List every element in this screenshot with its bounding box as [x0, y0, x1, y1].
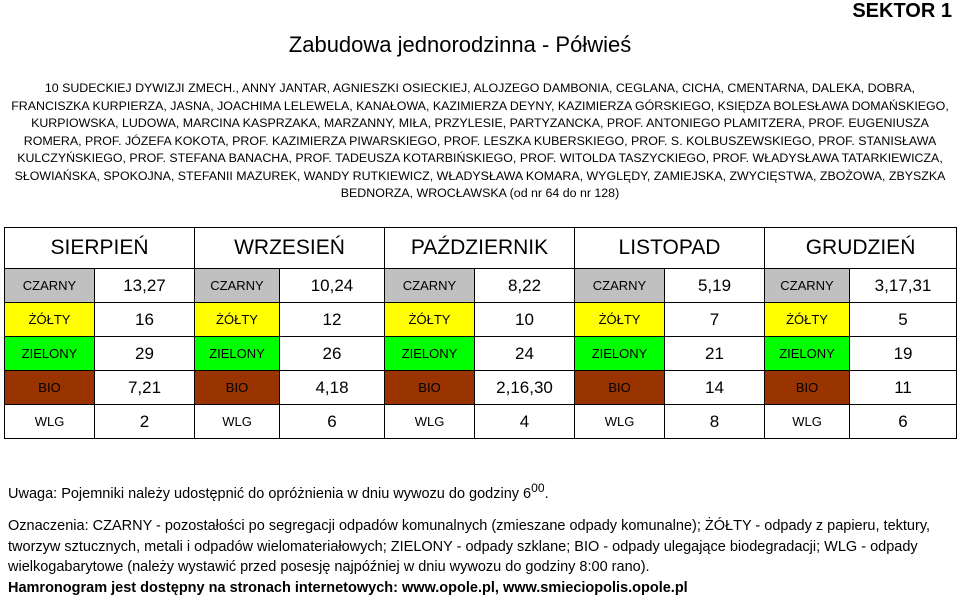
waste-type-label: WLG — [384, 404, 475, 439]
waste-type-label: ŻÓŁTY — [384, 302, 475, 337]
pickup-dates: 7,21 — [94, 370, 195, 405]
waste-type-label: CZARNY — [194, 268, 280, 303]
pickup-dates: 21 — [664, 336, 766, 371]
waste-type-label: WLG — [4, 404, 95, 439]
waste-type-label: ŻÓŁTY — [4, 302, 95, 337]
waste-type-label: BIO — [764, 370, 851, 405]
table-row: WLG 2 WLG 6 WLG 4 WLG 8 WLG 6 — [4, 404, 958, 439]
waste-type-label: WLG — [764, 404, 851, 439]
table-row: CZARNY 13,27 CZARNY 10,24 CZARNY 8,22 CZ… — [4, 268, 958, 303]
waste-type-label: ŻÓŁTY — [574, 302, 666, 337]
pickup-dates: 11 — [849, 370, 958, 405]
pickup-dates: 10 — [473, 302, 576, 337]
waste-type-label: WLG — [574, 404, 666, 439]
streets-list: 10 SUDECKIEJ DYWIZJI ZMECH., ANNY JANTAR… — [11, 81, 949, 200]
uwaga-end: . — [544, 485, 549, 502]
pickup-dates: 12 — [279, 302, 385, 337]
pickup-dates: 7 — [664, 302, 766, 337]
month-header: GRUDZIEŃ — [764, 227, 958, 269]
sector-label: SEKTOR 1 — [852, 0, 952, 22]
waste-type-label: CZARNY — [4, 268, 95, 303]
uwaga-note: Uwaga: Pojemniki należy udostępnić do op… — [8, 478, 948, 504]
page-title: Zabudowa jednorodzinna - Półwieś — [288, 32, 632, 57]
waste-type-label: ŻÓŁTY — [764, 302, 851, 337]
pickup-dates: 16 — [94, 302, 195, 337]
waste-type-label: CZARNY — [764, 268, 851, 303]
month-header: PAŹDZIERNIK — [383, 227, 576, 269]
pickup-dates: 10,24 — [279, 268, 385, 303]
month-header: SIERPIEŃ — [4, 227, 195, 269]
pickup-dates: 8,22 — [473, 268, 576, 303]
waste-type-label: BIO — [4, 370, 95, 405]
pickup-dates: 3,17,31 — [849, 268, 958, 303]
waste-type-label: ZIELONY — [764, 336, 851, 371]
month-header: LISTOPAD — [574, 227, 766, 269]
waste-type-label: ZIELONY — [4, 336, 95, 371]
pickup-dates: 13,27 — [94, 268, 195, 303]
pickup-dates: 24 — [473, 336, 576, 371]
notes-section: Uwaga: Pojemniki należy udostępnić do op… — [8, 478, 948, 598]
month-header-row: SIERPIEŃ WRZESIEŃ PAŹDZIERNIK LISTOPAD G… — [4, 227, 958, 269]
pickup-dates: 2,16,30 — [473, 370, 576, 405]
table-row: ŻÓŁTY 16 ŻÓŁTY 12 ŻÓŁTY 10 ŻÓŁTY 7 ŻÓŁTY… — [4, 302, 958, 337]
waste-type-label: ŻÓŁTY — [194, 302, 280, 337]
waste-type-label: WLG — [194, 404, 280, 439]
waste-type-label: CZARNY — [384, 268, 475, 303]
uwaga-superscript: 00 — [531, 481, 545, 495]
waste-type-label: ZIELONY — [194, 336, 280, 371]
month-header: WRZESIEŃ — [194, 227, 385, 269]
uwaga-text: Uwaga: Pojemniki należy udostępnić do op… — [8, 485, 532, 502]
pickup-dates: 29 — [94, 336, 195, 371]
footer-note: Hamronogram jest dostępny na stronach in… — [8, 579, 688, 596]
pickup-dates: 4 — [473, 404, 576, 439]
waste-type-label: ZIELONY — [574, 336, 666, 371]
pickup-dates: 19 — [849, 336, 958, 371]
pickup-dates: 6 — [279, 404, 385, 439]
pickup-dates: 4,18 — [279, 370, 385, 405]
schedule-table: SIERPIEŃ WRZESIEŃ PAŹDZIERNIK LISTOPAD G… — [4, 227, 958, 439]
waste-type-label: BIO — [194, 370, 280, 405]
table-row: BIO 7,21 BIO 4,18 BIO 2,16,30 BIO 14 BIO… — [4, 370, 958, 405]
pickup-dates: 14 — [664, 370, 766, 405]
waste-type-label: BIO — [384, 370, 475, 405]
pickup-dates: 2 — [94, 404, 195, 439]
pickup-dates: 26 — [279, 336, 385, 371]
pickup-dates: 5 — [849, 302, 958, 337]
pickup-dates: 6 — [849, 404, 958, 439]
waste-type-label: BIO — [574, 370, 666, 405]
pickup-dates: 5,19 — [664, 268, 766, 303]
waste-type-label: CZARNY — [574, 268, 666, 303]
legend-note: Oznaczenia: CZARNY - pozostałości po seg… — [8, 518, 931, 576]
pickup-dates: 8 — [664, 404, 766, 439]
table-row: ZIELONY 29 ZIELONY 26 ZIELONY 24 ZIELONY… — [4, 336, 958, 371]
waste-type-label: ZIELONY — [384, 336, 475, 371]
